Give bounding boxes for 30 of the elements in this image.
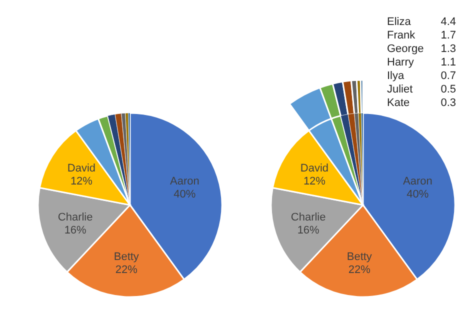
text: Eliza (387, 16, 412, 28)
data-label: 22% (348, 264, 371, 276)
data-label: 22% (115, 264, 138, 276)
text: Harry (387, 56, 414, 68)
text: Frank (387, 30, 416, 42)
slice-label: Aaron (403, 176, 432, 188)
slice-label: David (300, 162, 329, 175)
data-label: 40% (174, 188, 196, 201)
text: 0.5 (440, 84, 456, 96)
text: 1.7 (440, 30, 456, 42)
data-label: 12% (70, 176, 93, 188)
slice-label: Charlie (290, 211, 326, 224)
slice-label: Aaron (170, 176, 200, 188)
text: 0.3 (440, 97, 456, 109)
data-label: 40% (406, 188, 429, 201)
text: 1.3 (440, 43, 456, 55)
slice-label: Charlie (58, 211, 93, 224)
slice-label: Betty (114, 250, 140, 263)
text: George (387, 43, 424, 55)
data-label: 12% (303, 176, 326, 188)
text: Ilya (387, 70, 405, 82)
slice-label: David (67, 162, 96, 175)
text: Kate (387, 97, 410, 109)
text: 4.4 (440, 16, 456, 28)
text: Juliet (387, 84, 413, 96)
data-label: 16% (297, 224, 320, 236)
slice-label: Betty (346, 250, 372, 263)
data-label: 16% (64, 224, 87, 236)
text: 1.1 (440, 56, 456, 68)
text: 0.7 (440, 70, 456, 82)
